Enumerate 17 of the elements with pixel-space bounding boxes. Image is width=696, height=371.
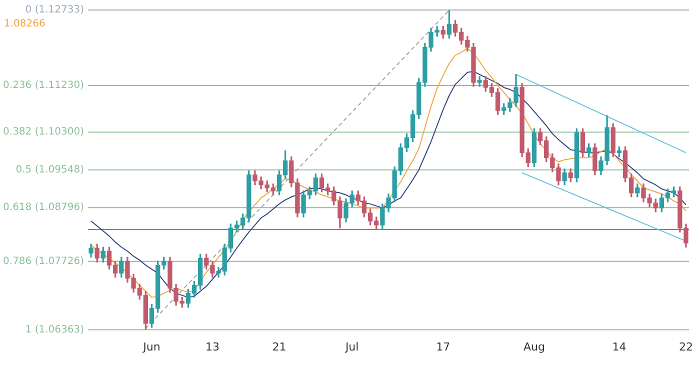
x-tick-label: Aug [523,340,545,354]
ref-line-label: 0.618 (1.08796) [3,202,84,214]
ref-line-label: 0 (1.12733) [25,4,84,16]
x-tick-label: Jun [142,340,160,354]
ref-line-label: 1 (1.06363) [25,324,84,336]
ref-line-label: 0.236 (1.11230) [3,80,84,92]
ref-line-label: 0.5 (1.09548) [16,164,84,176]
text: 1.08266 [4,18,46,30]
x-tick-label: Jul [344,340,359,354]
x-tick-label: 21 [272,340,286,354]
x-tick-label: 17 [436,340,450,354]
x-tick-label: 14 [612,340,626,354]
x-tick-label: 13 [205,340,220,354]
ref-line-label: 0.786 (1.07726) [3,256,84,267]
ref-line-label: 0.382 (1.10300) [3,126,84,138]
x-tick-label: 22 [678,340,693,354]
candlestick [477,76,482,87]
